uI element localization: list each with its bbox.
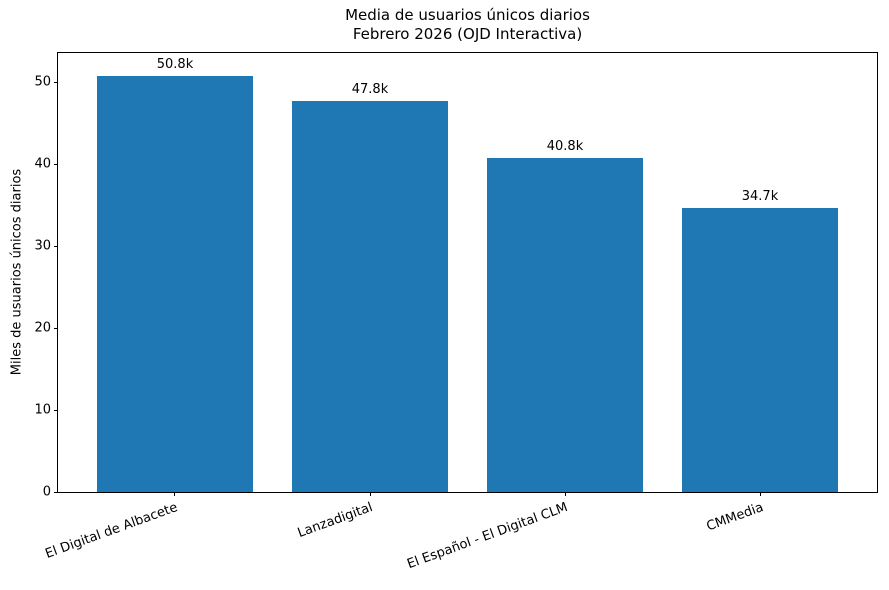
bar-value-label: 40.8k [546, 138, 584, 154]
x-tick-mark [564, 492, 566, 496]
bar-value-label: 50.8k [156, 56, 194, 72]
y-tick-mark [54, 163, 58, 165]
x-tick-mark [369, 492, 371, 496]
y-tick-label: 30 [34, 238, 51, 254]
x-tick-mark [759, 492, 761, 496]
bar [292, 100, 448, 492]
x-tick-mark [174, 492, 176, 496]
y-tick-label: 40 [34, 156, 51, 172]
y-tick-mark [54, 327, 58, 329]
y-tick-mark [54, 245, 58, 247]
y-tick-label: 50 [34, 74, 51, 90]
x-tick-label: El Digital de Albacete [43, 500, 181, 562]
chart-title-block: Media de usuarios únicos diarios Febrero… [57, 6, 878, 44]
y-axis-label: Miles de usuarios únicos diarios [9, 168, 25, 376]
plot-area: 0 10 20 30 40 50 50.8k El Digital de Albacete 47… [34, 52, 878, 572]
y-tick-label: 0 [42, 484, 51, 500]
bar-value-label: 34.7k [741, 188, 779, 204]
chart-subtitle: Febrero 2026 (OJD Interactiva) [352, 25, 583, 43]
y-tick-mark [54, 81, 58, 83]
bar [682, 207, 838, 492]
bar-value-label: 47.8k [351, 81, 389, 97]
y-tick-mark [54, 491, 58, 493]
x-tick-label: El Español - El Digital CLM [405, 500, 571, 573]
bar [487, 157, 643, 492]
x-tick-label: CMMedia [704, 500, 766, 535]
bar [97, 75, 253, 492]
chart-title: Media de usuarios únicos diarios [345, 6, 590, 24]
y-tick-label: 10 [34, 402, 51, 418]
y-tick-label: 20 [34, 320, 51, 336]
x-tick-label: Lanzadigital [296, 500, 376, 541]
y-tick-mark [54, 409, 58, 411]
